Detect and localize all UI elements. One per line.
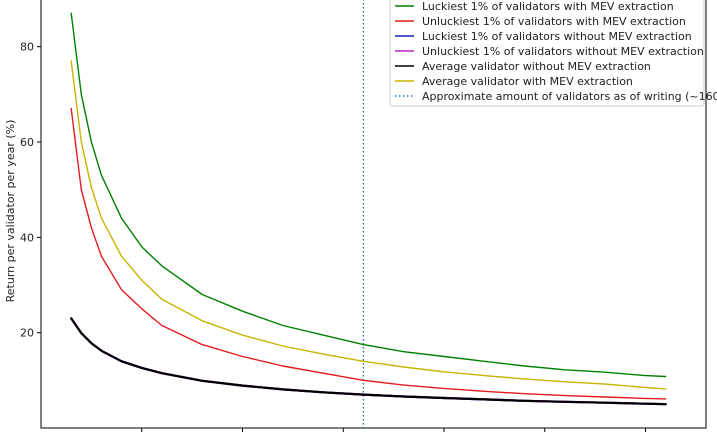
series-line	[70, 12, 667, 378]
y-tick-label: 40	[20, 231, 34, 244]
legend-entry-label: Average validator with MEV extraction	[422, 75, 633, 88]
legend: Luckiest 1% of validators with MEV extra…	[389, 0, 717, 107]
y-tick-label: 20	[20, 327, 34, 340]
legend-entry-label: Unluckiest 1% of validators without MEV …	[422, 45, 704, 58]
y-axis-label: Return per validator per year (%)	[4, 120, 17, 303]
legend-entry-label: Average validator without MEV extraction	[422, 60, 651, 73]
x-tick-label: 50000	[124, 434, 159, 436]
series-line	[70, 317, 667, 406]
series-line	[70, 60, 667, 390]
legend-entry-label: Unluckiest 1% of validators with MEV ext…	[422, 15, 686, 28]
legend-entry-label: Luckiest 1% of validators with MEV extra…	[422, 0, 674, 13]
legend-box	[389, 0, 705, 107]
x-tick-label: 100000	[222, 434, 264, 436]
plot-area	[40, 0, 707, 429]
axis-layer: 20 40 60 80 50000 100000 150000 200000 250000 300…	[20, 41, 667, 436]
legend-items: Luckiest 1% of validators with MEV extra…	[395, 0, 717, 103]
series-line	[70, 317, 667, 406]
x-tick-label: 250000	[524, 434, 566, 436]
y-tick-label: 80	[20, 41, 34, 54]
legend-entry-label: Approximate amount of validators as of w…	[422, 90, 717, 103]
plot-frame	[40, 0, 707, 429]
series-line	[70, 107, 667, 400]
x-tick-label: 300000	[625, 434, 667, 436]
y-tick-label: 60	[20, 136, 34, 149]
legend-entry-label: Luckiest 1% of validators without MEV ex…	[422, 30, 692, 43]
series-line	[70, 317, 667, 406]
series-layer	[70, 12, 667, 406]
x-tick-label: 150000	[322, 434, 364, 436]
x-tick-label: 200000	[423, 434, 465, 436]
